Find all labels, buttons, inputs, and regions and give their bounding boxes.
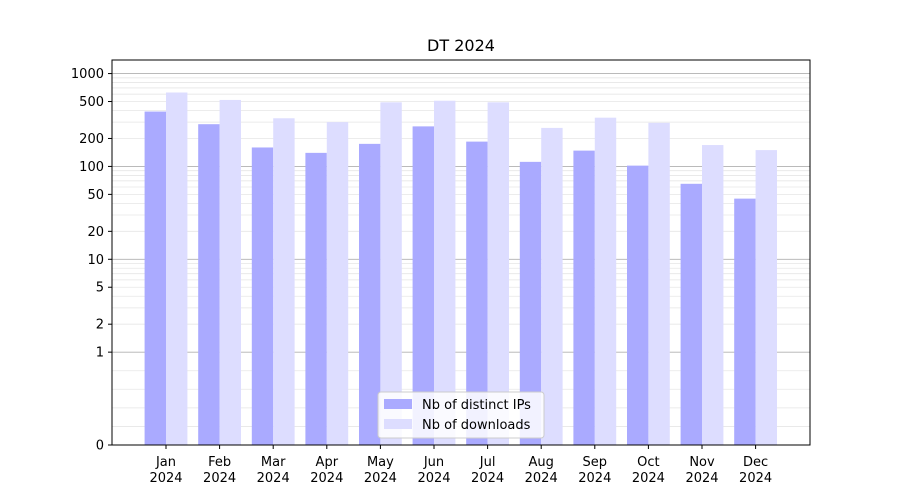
x-tick-label-line: 2024 — [632, 471, 665, 486]
y-tick-label: 200 — [79, 132, 104, 147]
x-tick-label-line: Dec — [743, 455, 768, 470]
bar-downloads — [594, 117, 617, 446]
bar-downloads — [487, 102, 509, 446]
legend-label-distinct-ips: Nb of distinct IPs — [422, 398, 531, 413]
legend: Nb of distinct IPs Nb of downloads — [377, 391, 545, 439]
plot-frame — [111, 59, 811, 446]
x-tick-label-line: Aug — [529, 455, 554, 470]
y-tick-label: 500 — [79, 95, 104, 110]
x-tick-label-line: Jul — [479, 455, 496, 470]
y-tick-label: 5 — [96, 281, 104, 296]
x-tick-label-line: Feb — [208, 455, 231, 470]
x-tick-label-line: Apr — [316, 455, 339, 470]
bar-distinct-ips — [144, 111, 166, 445]
y-tick-label: 20 — [87, 225, 104, 240]
x-tick-label-line: 2024 — [525, 471, 558, 486]
x-tick-label-line: 2024 — [739, 471, 772, 486]
bar-downloads — [326, 122, 349, 446]
bar-downloads — [166, 92, 188, 446]
x-tick-label-line: 2024 — [310, 471, 343, 486]
x-tick-label-line: 2024 — [578, 471, 611, 486]
bar-distinct-ips — [198, 124, 220, 445]
x-tick-label-line: 2024 — [257, 471, 290, 486]
bar-distinct-ips — [627, 165, 649, 446]
x-tick-label-line: Oct — [637, 455, 659, 470]
y-tick-label: 1000 — [71, 67, 104, 82]
bar-downloads — [273, 118, 295, 446]
bar-downloads — [219, 99, 241, 445]
x-tick-label: Jan 2024 — [149, 455, 182, 486]
x-tick-label: Mar 2024 — [257, 455, 290, 486]
bar-downloads — [648, 122, 670, 445]
y-axis: 0 1 2 5 10 20 50 100 200 500 1000 — [71, 67, 112, 454]
bar-distinct-ips — [573, 150, 595, 445]
x-tick-label: Feb 2024 — [203, 455, 236, 486]
y-tick-label: 10 — [87, 253, 104, 268]
bar-downloads — [380, 102, 402, 446]
y-tick-label: 100 — [79, 160, 104, 175]
bar-distinct-ips — [734, 198, 756, 445]
x-tick-label: Apr 2024 — [310, 455, 343, 486]
x-tick-label-line: Jun — [423, 455, 444, 470]
bar-distinct-ips — [359, 143, 381, 445]
x-tick-label: Jun 2024 — [417, 455, 450, 486]
x-tick-label-line: 2024 — [203, 471, 236, 486]
bar-distinct-ips — [412, 126, 434, 445]
bar-downloads — [755, 150, 777, 445]
bars-layer — [144, 92, 777, 446]
x-tick-label-line: May — [367, 455, 394, 470]
bar-downloads — [541, 127, 563, 445]
bar-downloads — [434, 100, 456, 445]
x-tick-label-line: Nov — [689, 455, 715, 470]
legend-swatch-downloads — [384, 419, 412, 429]
chart-title: DT 2024 — [427, 36, 495, 55]
legend-label-downloads: Nb of downloads — [422, 418, 531, 433]
x-tick-label-line: 2024 — [149, 471, 182, 486]
x-tick-label-line: Jan — [155, 455, 176, 470]
bar-downloads — [702, 145, 724, 445]
x-tick-label-line: Mar — [261, 455, 286, 470]
x-tick-label: Sep 2024 — [578, 455, 611, 486]
x-tick-label-line: 2024 — [685, 471, 718, 486]
bar-distinct-ips — [680, 183, 702, 446]
bar-distinct-ips — [251, 147, 274, 445]
x-tick-label: Aug 2024 — [525, 455, 558, 486]
bar-distinct-ips — [305, 152, 327, 445]
x-tick-label-line: 2024 — [471, 471, 504, 486]
x-tick-label: May 2024 — [364, 455, 397, 486]
x-tick-label-line: 2024 — [364, 471, 397, 486]
x-tick-label: Jul 2024 — [471, 455, 504, 486]
bar-distinct-ips — [519, 161, 542, 445]
y-tick-label: 1 — [96, 346, 104, 361]
y-tick-label: 2 — [96, 318, 104, 333]
x-tick-label-line: 2024 — [417, 471, 450, 486]
x-tick-label: Dec 2024 — [739, 455, 772, 486]
legend-swatch-distinct-ips — [384, 399, 412, 409]
y-tick-label: 50 — [87, 188, 104, 203]
x-tick-label: Nov 2024 — [685, 455, 718, 486]
legend-box — [377, 391, 545, 439]
x-tick-label-line: Sep — [583, 455, 608, 470]
y-tick-label: 0 — [96, 439, 104, 454]
bar-distinct-ips — [466, 141, 488, 446]
x-tick-label: Oct 2024 — [632, 455, 665, 486]
